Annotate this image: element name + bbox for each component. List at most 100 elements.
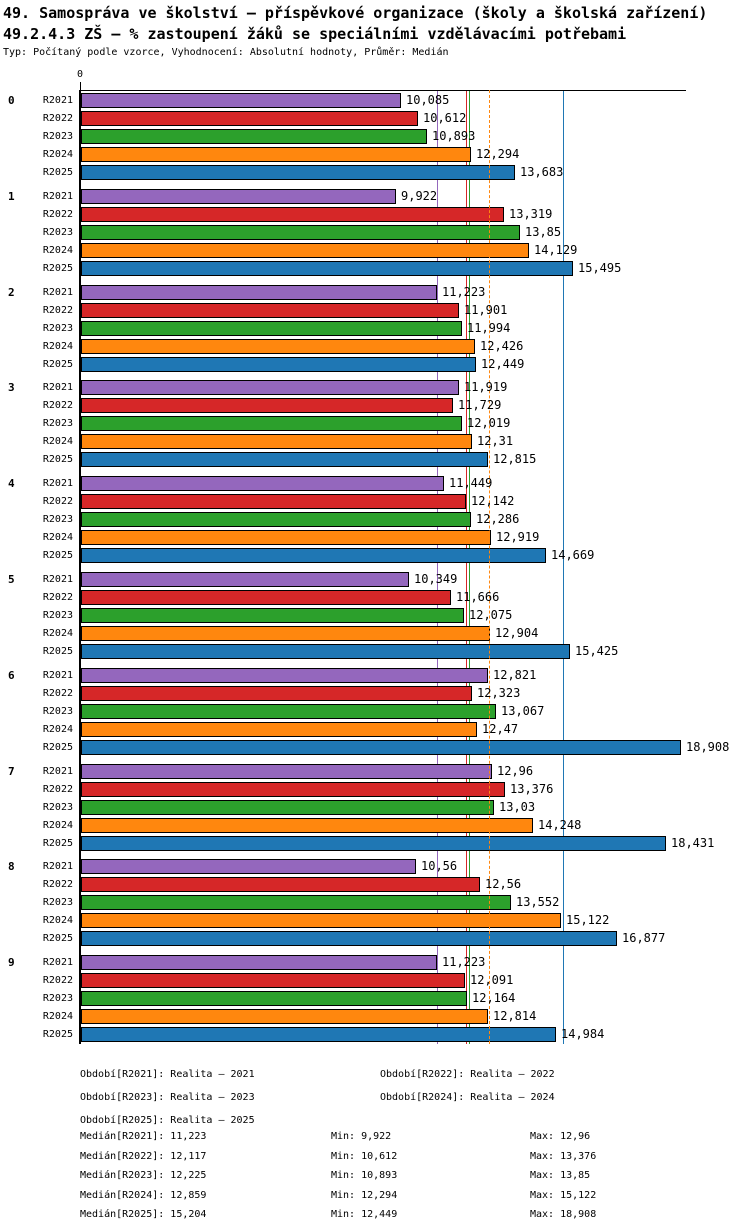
bar-value-g5-r2021: 10,349 bbox=[414, 572, 458, 586]
chart-meta-line: Typ: Počítaný podle vzorce, Vyhodnocení:… bbox=[3, 47, 449, 58]
legend-period-r2023: Období[R2023]: Realita – 2023 bbox=[80, 1092, 255, 1103]
bar-g5-r2022 bbox=[81, 590, 451, 605]
bar-value-g8-r2024: 15,122 bbox=[566, 913, 610, 927]
bar-value-g9-r2025: 14,984 bbox=[561, 1027, 605, 1041]
stat-median-r2021: Medián[R2021]: 11,223 bbox=[80, 1131, 207, 1142]
bar-row-label-g6-r2022: R2022 bbox=[42, 688, 73, 699]
bar-g8-r2024 bbox=[81, 913, 561, 928]
bar-row-label-g1-r2025: R2025 bbox=[42, 263, 73, 274]
group-label-7: 7 bbox=[8, 765, 15, 778]
bar-value-g2-r2022: 11,901 bbox=[464, 303, 508, 317]
bar-value-g1-r2024: 14,129 bbox=[534, 243, 578, 257]
bar-row-label-g5-r2021: R2021 bbox=[42, 574, 73, 585]
bar-g5-r2021 bbox=[81, 572, 409, 587]
bar-value-g9-r2024: 12,814 bbox=[493, 1009, 537, 1023]
bar-row-label-g8-r2021: R2021 bbox=[42, 861, 73, 872]
stat-median-r2023: Medián[R2023]: 12,225 bbox=[80, 1170, 207, 1181]
group-label-4: 4 bbox=[8, 477, 15, 490]
bar-value-g1-r2025: 15,495 bbox=[578, 261, 622, 275]
bar-value-g6-r2023: 13,067 bbox=[501, 704, 545, 718]
legend-period-r2025: Období[R2025]: Realita – 2025 bbox=[80, 1115, 255, 1126]
bar-g1-r2025 bbox=[81, 261, 573, 276]
bar-value-g9-r2023: 12,164 bbox=[472, 991, 516, 1005]
bar-g4-r2025 bbox=[81, 548, 546, 563]
bar-value-g8-r2021: 10,56 bbox=[421, 859, 458, 873]
group-label-1: 1 bbox=[8, 190, 15, 203]
bar-g0-r2023 bbox=[81, 129, 427, 144]
bar-value-g1-r2021: 9,922 bbox=[401, 189, 438, 203]
bar-g6-r2025 bbox=[81, 740, 681, 755]
median-line-r2024 bbox=[489, 90, 490, 1044]
bar-row-label-g1-r2024: R2024 bbox=[42, 245, 73, 256]
bar-value-g2-r2021: 11,223 bbox=[442, 285, 486, 299]
bar-row-label-g8-r2024: R2024 bbox=[42, 915, 73, 926]
bar-value-g3-r2024: 12,31 bbox=[477, 434, 514, 448]
bar-value-g0-r2021: 10,085 bbox=[406, 93, 450, 107]
indicator-title: 49.2.4.3 ZŠ – % zastoupení žáků se speci… bbox=[3, 25, 627, 43]
bar-row-label-g3-r2023: R2023 bbox=[42, 418, 73, 429]
bar-row-label-g4-r2022: R2022 bbox=[42, 496, 73, 507]
bar-value-g6-r2021: 12,821 bbox=[493, 668, 537, 682]
bar-g9-r2022 bbox=[81, 973, 465, 988]
bar-row-label-g6-r2024: R2024 bbox=[42, 724, 73, 735]
bar-row-label-g2-r2022: R2022 bbox=[42, 305, 73, 316]
bar-row-label-g4-r2024: R2024 bbox=[42, 532, 73, 543]
bar-g6-r2023 bbox=[81, 704, 496, 719]
bar-g4-r2022 bbox=[81, 494, 466, 509]
bar-row-label-g3-r2025: R2025 bbox=[42, 454, 73, 465]
bar-row-label-g5-r2024: R2024 bbox=[42, 628, 73, 639]
x-axis-line bbox=[80, 90, 686, 91]
bar-g2-r2025 bbox=[81, 357, 476, 372]
bar-row-label-g7-r2021: R2021 bbox=[42, 766, 73, 777]
stat-min-r2024: Min: 12,294 bbox=[331, 1190, 398, 1201]
bar-g0-r2025 bbox=[81, 165, 515, 180]
bar-g1-r2021 bbox=[81, 189, 396, 204]
bar-value-g0-r2025: 13,683 bbox=[520, 165, 564, 179]
stat-max-r2025: Max: 18,908 bbox=[530, 1209, 597, 1220]
axis-zero-label: 0 bbox=[76, 69, 84, 80]
bar-value-g1-r2022: 13,319 bbox=[509, 207, 553, 221]
bar-row-label-g4-r2023: R2023 bbox=[42, 514, 73, 525]
bar-value-g7-r2025: 18,431 bbox=[671, 836, 715, 850]
bar-row-label-g8-r2022: R2022 bbox=[42, 879, 73, 890]
bar-row-label-g2-r2023: R2023 bbox=[42, 323, 73, 334]
bar-row-label-g6-r2023: R2023 bbox=[42, 706, 73, 717]
bar-row-label-g2-r2024: R2024 bbox=[42, 341, 73, 352]
bar-g1-r2023 bbox=[81, 225, 520, 240]
bar-row-label-g1-r2023: R2023 bbox=[42, 227, 73, 238]
bar-value-g0-r2024: 12,294 bbox=[476, 147, 520, 161]
bar-g9-r2021 bbox=[81, 955, 437, 970]
bar-value-g4-r2023: 12,286 bbox=[476, 512, 520, 526]
bar-value-g4-r2024: 12,919 bbox=[496, 530, 540, 544]
stat-min-r2021: Min: 9,922 bbox=[331, 1131, 392, 1142]
bar-g8-r2022 bbox=[81, 877, 480, 892]
bar-value-g8-r2023: 13,552 bbox=[516, 895, 560, 909]
bar-row-label-g7-r2025: R2025 bbox=[42, 838, 73, 849]
stat-median-r2025: Medián[R2025]: 15,204 bbox=[80, 1209, 207, 1220]
bar-row-label-g8-r2023: R2023 bbox=[42, 897, 73, 908]
bar-row-label-g0-r2022: R2022 bbox=[42, 113, 73, 124]
bar-row-label-g7-r2023: R2023 bbox=[42, 802, 73, 813]
bar-g7-r2024 bbox=[81, 818, 533, 833]
bar-g8-r2025 bbox=[81, 931, 617, 946]
stat-median-r2024: Medián[R2024]: 12,859 bbox=[80, 1190, 207, 1201]
bar-value-g3-r2025: 12,815 bbox=[493, 452, 537, 466]
bar-row-label-g5-r2023: R2023 bbox=[42, 610, 73, 621]
group-label-6: 6 bbox=[8, 669, 15, 682]
bar-value-g5-r2023: 12,075 bbox=[469, 608, 513, 622]
bar-g4-r2021 bbox=[81, 476, 444, 491]
bar-value-g4-r2025: 14,669 bbox=[551, 548, 595, 562]
group-label-0: 0 bbox=[8, 94, 15, 107]
bar-g4-r2023 bbox=[81, 512, 471, 527]
bar-row-label-g2-r2025: R2025 bbox=[42, 359, 73, 370]
bar-value-g3-r2021: 11,919 bbox=[464, 380, 508, 394]
bar-value-g6-r2025: 18,908 bbox=[686, 740, 730, 754]
bar-g5-r2024 bbox=[81, 626, 490, 641]
stat-min-r2025: Min: 12,449 bbox=[331, 1209, 398, 1220]
median-line-r2025 bbox=[563, 90, 564, 1044]
bar-g9-r2025 bbox=[81, 1027, 556, 1042]
bar-g1-r2024 bbox=[81, 243, 529, 258]
bar-row-label-g3-r2024: R2024 bbox=[42, 436, 73, 447]
bar-value-g5-r2024: 12,904 bbox=[495, 626, 539, 640]
stat-max-r2021: Max: 12,96 bbox=[530, 1131, 591, 1142]
